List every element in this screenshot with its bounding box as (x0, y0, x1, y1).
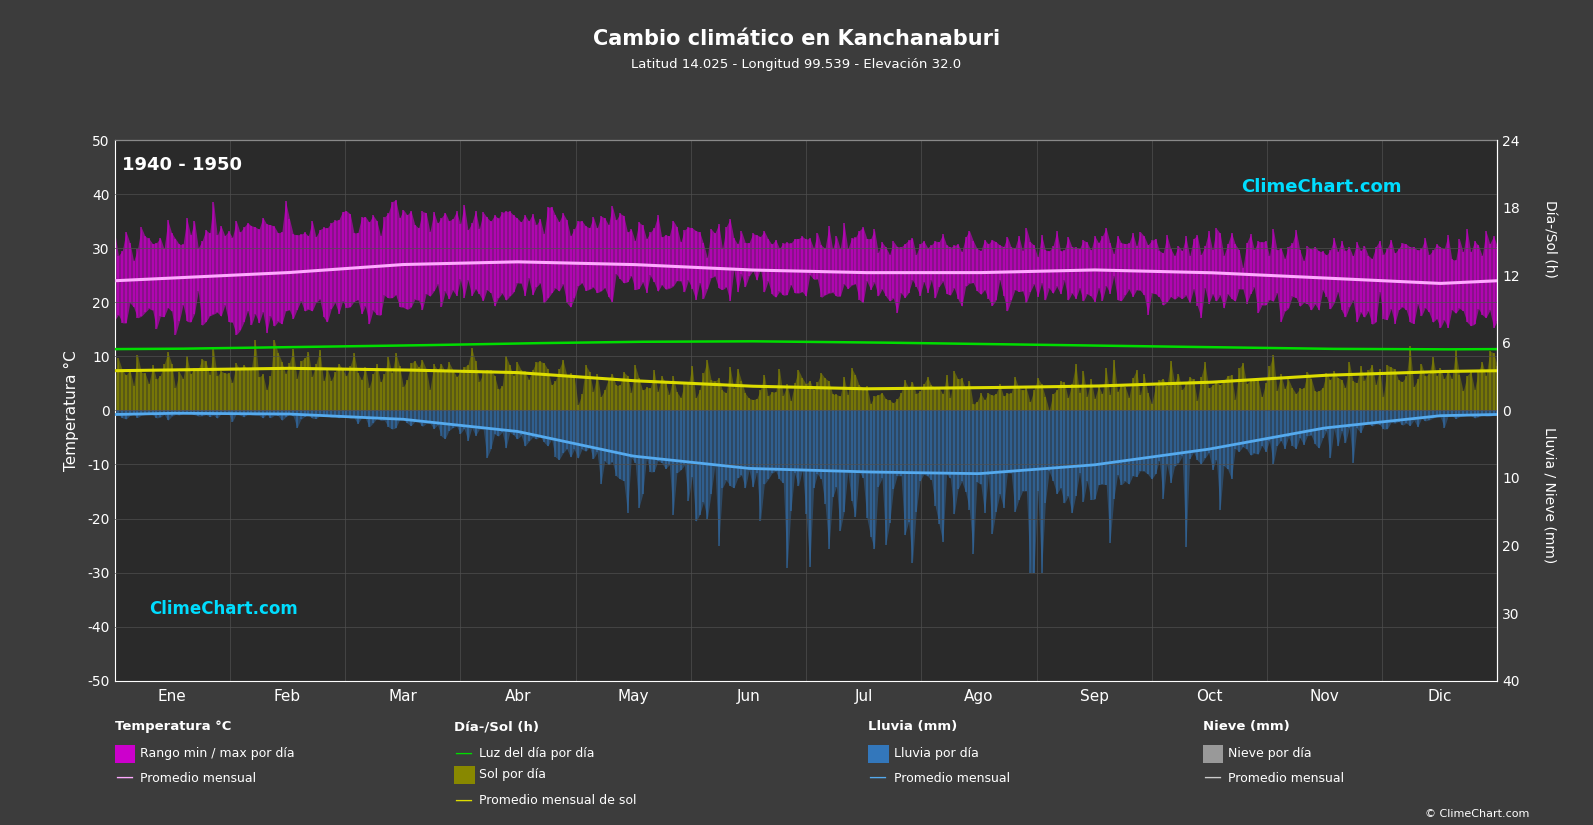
Text: Día-/Sol (h): Día-/Sol (h) (454, 720, 538, 733)
Text: Luz del día por día: Luz del día por día (479, 747, 596, 761)
Text: Promedio mensual: Promedio mensual (140, 772, 256, 785)
Text: —: — (454, 743, 472, 761)
Text: Cambio climático en Kanchanaburi: Cambio climático en Kanchanaburi (593, 29, 1000, 49)
Text: Lluvia / Nieve (mm): Lluvia / Nieve (mm) (1544, 427, 1556, 563)
Text: Lluvia (mm): Lluvia (mm) (868, 720, 957, 733)
Text: —: — (115, 768, 132, 786)
Text: Rango min / max por día: Rango min / max por día (140, 747, 295, 761)
Text: —: — (868, 768, 886, 786)
Text: 1940 - 1950: 1940 - 1950 (121, 157, 242, 174)
Text: Lluvia por día: Lluvia por día (894, 747, 978, 761)
Text: Promedio mensual: Promedio mensual (1228, 772, 1344, 785)
Text: ClimeChart.com: ClimeChart.com (150, 600, 298, 618)
Text: Nieve por día: Nieve por día (1228, 747, 1311, 761)
Text: Sol por día: Sol por día (479, 768, 546, 781)
Text: Nieve (mm): Nieve (mm) (1203, 720, 1289, 733)
Y-axis label: Temperatura °C: Temperatura °C (64, 350, 80, 471)
Text: Latitud 14.025 - Longitud 99.539 - Elevación 32.0: Latitud 14.025 - Longitud 99.539 - Eleva… (631, 58, 962, 71)
Text: Día-/Sol (h): Día-/Sol (h) (1544, 200, 1556, 278)
Text: —: — (1203, 768, 1220, 786)
Text: © ClimeChart.com: © ClimeChart.com (1424, 808, 1529, 818)
Text: Promedio mensual de sol: Promedio mensual de sol (479, 794, 637, 808)
Text: —: — (454, 790, 472, 808)
Text: Temperatura °C: Temperatura °C (115, 720, 231, 733)
Text: ClimeChart.com: ClimeChart.com (1241, 178, 1402, 196)
Text: Promedio mensual: Promedio mensual (894, 772, 1010, 785)
